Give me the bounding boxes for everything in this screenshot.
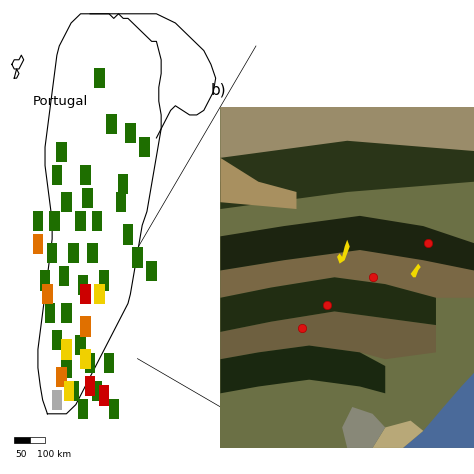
- Bar: [132, 247, 143, 268]
- Bar: [64, 381, 74, 401]
- Bar: [56, 367, 67, 387]
- Bar: [82, 188, 93, 208]
- Polygon shape: [342, 407, 385, 448]
- Bar: [92, 381, 102, 401]
- Bar: [116, 192, 126, 212]
- Bar: [45, 302, 55, 323]
- Bar: [33, 210, 43, 231]
- Bar: [59, 266, 69, 286]
- Bar: [80, 316, 91, 337]
- Bar: [61, 339, 72, 360]
- Bar: [87, 243, 98, 263]
- Bar: [80, 284, 91, 304]
- Bar: [61, 192, 72, 212]
- Bar: [118, 174, 128, 194]
- Bar: [146, 261, 157, 282]
- Bar: [80, 348, 91, 369]
- Bar: [78, 275, 88, 295]
- Bar: [61, 302, 72, 323]
- Bar: [104, 353, 114, 374]
- Polygon shape: [220, 141, 474, 209]
- Bar: [75, 210, 86, 231]
- Polygon shape: [220, 311, 436, 359]
- Polygon shape: [220, 250, 474, 298]
- Polygon shape: [403, 373, 474, 448]
- Bar: [125, 123, 136, 144]
- Bar: [56, 142, 67, 162]
- Bar: [99, 270, 109, 291]
- Bar: [85, 353, 95, 374]
- Bar: [52, 330, 62, 350]
- Polygon shape: [373, 420, 423, 448]
- Bar: [52, 390, 62, 410]
- Polygon shape: [220, 346, 385, 393]
- Text: Portugal: Portugal: [33, 95, 89, 108]
- Text: 50: 50: [15, 450, 27, 459]
- Bar: [42, 284, 53, 304]
- Bar: [49, 210, 60, 231]
- Bar: [85, 376, 95, 396]
- Text: 100 km: 100 km: [36, 450, 71, 459]
- Bar: [29, 437, 45, 443]
- Bar: [68, 243, 79, 263]
- Polygon shape: [220, 107, 297, 209]
- Bar: [106, 114, 117, 134]
- Bar: [92, 210, 102, 231]
- Bar: [14, 437, 29, 443]
- Bar: [78, 399, 88, 419]
- Bar: [61, 358, 72, 378]
- Bar: [139, 137, 150, 157]
- Polygon shape: [220, 216, 474, 271]
- Polygon shape: [410, 264, 421, 277]
- Bar: [94, 284, 105, 304]
- Bar: [40, 270, 50, 291]
- Polygon shape: [220, 107, 474, 182]
- Bar: [123, 224, 133, 245]
- Text: b): b): [211, 82, 227, 97]
- Bar: [80, 164, 91, 185]
- Bar: [68, 381, 79, 401]
- Bar: [47, 243, 57, 263]
- Polygon shape: [220, 277, 436, 332]
- Bar: [52, 164, 62, 185]
- Bar: [109, 399, 119, 419]
- Bar: [33, 234, 43, 254]
- Bar: [75, 335, 86, 355]
- Bar: [99, 385, 109, 406]
- Polygon shape: [337, 240, 350, 264]
- Bar: [94, 68, 105, 88]
